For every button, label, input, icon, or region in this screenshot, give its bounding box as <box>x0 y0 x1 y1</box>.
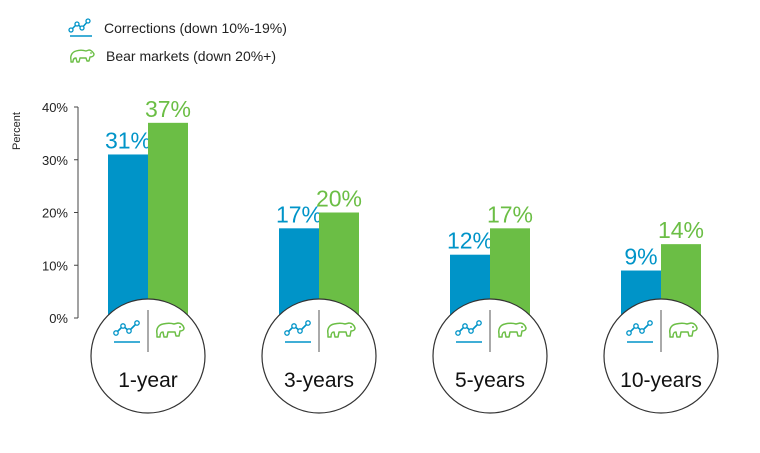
bar <box>108 154 148 318</box>
category-label: 3-years <box>284 369 354 392</box>
trend-line-icon <box>113 320 140 343</box>
data-label: 12% <box>447 228 493 254</box>
trend-line-icon <box>68 18 92 37</box>
bear-icon <box>327 322 356 338</box>
data-label: 14% <box>658 217 704 243</box>
data-label: 17% <box>276 201 322 227</box>
trend-line-icon <box>626 320 653 343</box>
bear-icon <box>498 322 527 338</box>
bar <box>148 122 188 318</box>
data-label: 9% <box>624 244 657 270</box>
category-label: 1-year <box>118 369 178 392</box>
bear-icon <box>156 322 185 338</box>
legend-item-corrections: Corrections (down 10%-19%) <box>68 14 287 42</box>
trend-line-icon <box>455 320 482 343</box>
category-label: 10-years <box>620 369 702 392</box>
y-axis-label: Percent <box>11 112 23 150</box>
legend-label-corrections: Corrections (down 10%-19%) <box>104 20 287 36</box>
y-tick-label: 10% <box>42 258 68 273</box>
data-label: 31% <box>105 127 151 153</box>
y-tick-label: 20% <box>42 206 68 221</box>
trend-line-icon <box>284 320 311 343</box>
data-label: 17% <box>487 201 533 227</box>
legend-item-bear: Bear markets (down 20%+) <box>68 42 287 70</box>
y-tick-label: 0% <box>49 311 68 326</box>
y-tick-label: 30% <box>42 153 68 168</box>
data-label: 20% <box>316 186 362 212</box>
legend-label-bear: Bear markets (down 20%+) <box>106 48 277 64</box>
bear-icon <box>669 322 698 338</box>
data-label: 37% <box>145 96 191 122</box>
legend: Corrections (down 10%-19%) Bear markets … <box>68 14 287 70</box>
category-label: 5-years <box>455 369 525 392</box>
y-tick-label: 40% <box>42 100 68 115</box>
bear-icon <box>70 49 95 63</box>
